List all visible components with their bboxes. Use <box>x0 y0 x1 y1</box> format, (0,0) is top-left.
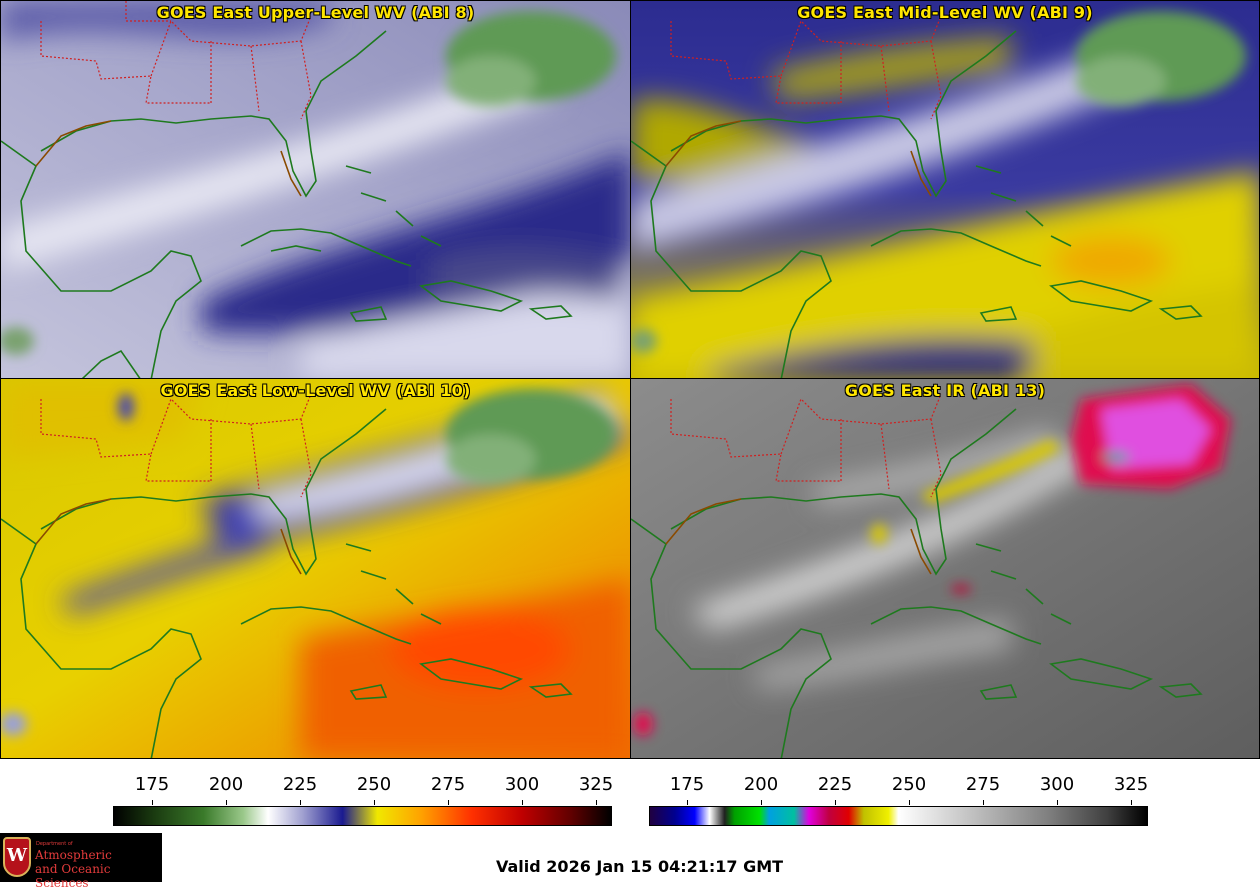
panel-low-level-wv: GOES East Low-Level WV (ABI 10) <box>0 378 631 759</box>
panel-title: GOES East IR (ABI 13) <box>844 381 1046 400</box>
panel-title: GOES East Mid-Level WV (ABI 9) <box>797 3 1093 22</box>
wv-colorbar <box>113 806 612 826</box>
panel-title: GOES East Low-Level WV (ABI 10) <box>160 381 471 400</box>
tick-label: 200 <box>743 774 779 795</box>
tick-label: 225 <box>817 774 853 795</box>
tick-label: 225 <box>282 774 318 795</box>
tick-label: 275 <box>965 774 1001 795</box>
mid-level-wv-image <box>631 1 1259 378</box>
ir-colorbar <box>649 806 1148 826</box>
valid-timestamp: Valid 2026 Jan 15 04:21:17 GMT <box>496 857 784 876</box>
tick-label: 325 <box>578 774 614 795</box>
tick-label: 275 <box>430 774 466 795</box>
logo-name-line2: and Oceanic Sciences <box>35 862 111 890</box>
logo-name-line1: Atmospheric <box>35 848 112 862</box>
aos-logo: W Department of Atmospheric and Oceanic … <box>0 833 162 890</box>
panel-upper-level-wv: GOES East Upper-Level WV (ABI 8) <box>0 0 631 379</box>
tick-label: 250 <box>891 774 927 795</box>
wv-colorbar-ticks: 175 200 225 250 275 300 325 <box>113 774 613 806</box>
tick-label: 325 <box>1113 774 1149 795</box>
ir-image <box>631 379 1259 758</box>
tick-label: 300 <box>1039 774 1075 795</box>
upper-level-wv-image <box>1 1 630 378</box>
tick-label: 175 <box>669 774 705 795</box>
low-level-wv-image <box>1 379 630 758</box>
panel-mid-level-wv: GOES East Mid-Level WV (ABI 9) <box>630 0 1260 379</box>
ir-colorbar-ticks: 175 200 225 250 275 300 325 <box>649 774 1148 806</box>
uw-seal-icon: W <box>3 837 31 877</box>
tick-label: 250 <box>356 774 392 795</box>
panel-title: GOES East Upper-Level WV (ABI 8) <box>156 3 475 22</box>
tick-label: 200 <box>208 774 244 795</box>
logo-department: Department of <box>36 841 73 847</box>
tick-label: 175 <box>134 774 170 795</box>
tick-label: 300 <box>504 774 540 795</box>
panel-ir: GOES East IR (ABI 13) <box>630 378 1260 759</box>
